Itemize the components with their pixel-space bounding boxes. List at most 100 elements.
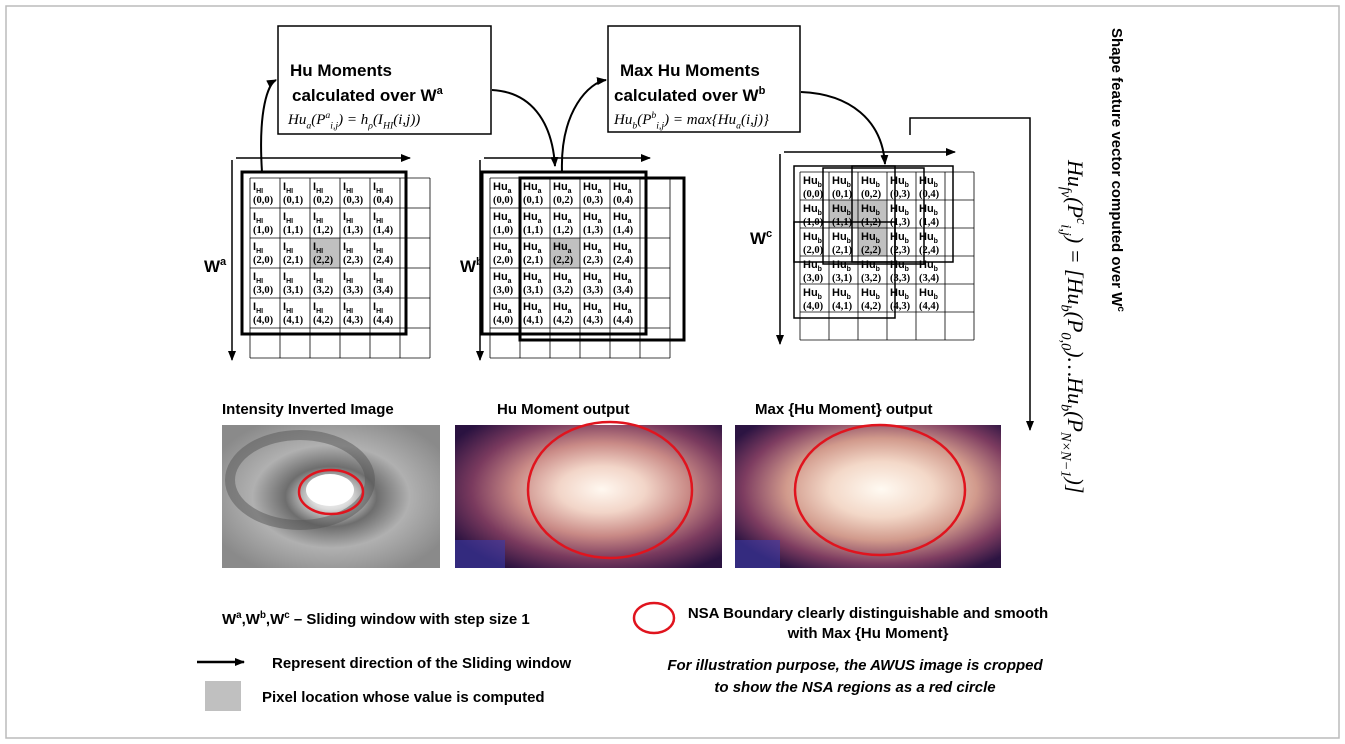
text-run: i,j bbox=[1057, 224, 1073, 236]
cell-coord: (1,4) bbox=[373, 225, 394, 236]
cell-label: Hub bbox=[890, 231, 909, 245]
cell-sub: b bbox=[847, 294, 851, 301]
cell-sub: b bbox=[876, 182, 880, 189]
cell-label: Hua bbox=[523, 271, 542, 285]
cell-main: Hu bbox=[832, 287, 847, 299]
cell-sub: HI bbox=[256, 188, 263, 195]
cell-coord: (1,1) bbox=[283, 225, 304, 236]
cell-coord: (3,2) bbox=[553, 285, 574, 296]
cell-coord: (0,4) bbox=[919, 189, 940, 200]
cell-main: Hu bbox=[553, 211, 568, 223]
image bbox=[735, 425, 1001, 568]
cell-coord: (1,2) bbox=[861, 217, 882, 228]
cell-main: Hu bbox=[583, 211, 598, 223]
cell-main: Hu bbox=[493, 211, 508, 223]
cell-coord: (3,1) bbox=[523, 285, 544, 296]
cell-coord: (2,0) bbox=[493, 255, 514, 266]
text-run: ) = [Hu bbox=[1063, 234, 1088, 305]
cell-label: Hua bbox=[553, 211, 572, 225]
cell-coord: (4,0) bbox=[493, 315, 514, 326]
legend-text: Wa,Wb,Wc – Sliding window with step size… bbox=[222, 610, 530, 628]
cell-coord: (4,3) bbox=[343, 315, 364, 326]
cell-sub: b bbox=[847, 266, 851, 273]
cell-main: Hu bbox=[553, 271, 568, 283]
cell-sub: a bbox=[598, 188, 602, 195]
cell-sub: HI bbox=[286, 218, 293, 225]
cell-label: Hua bbox=[523, 211, 542, 225]
cell-label: Hua bbox=[493, 181, 512, 195]
cell-label: Hua bbox=[613, 181, 632, 195]
cell-coord: (0,1) bbox=[832, 189, 853, 200]
text-run: c bbox=[1073, 218, 1089, 225]
cell-coord: (0,1) bbox=[283, 195, 304, 206]
cell-coord: (0,4) bbox=[613, 195, 634, 206]
cell-sub: HI bbox=[286, 188, 293, 195]
cell-main: Hu bbox=[919, 203, 934, 215]
cell-coord: (1,3) bbox=[343, 225, 364, 236]
text-run: fv bbox=[1057, 187, 1073, 198]
box-title: Max Hu Moments bbox=[620, 61, 760, 80]
text-run: (P bbox=[311, 112, 325, 128]
cell-main: Hu bbox=[553, 181, 568, 193]
text-run: W bbox=[460, 257, 477, 276]
cell-sub: b bbox=[905, 210, 909, 217]
image-label: Intensity Inverted Image bbox=[222, 401, 394, 418]
cell-label: IHI bbox=[283, 211, 293, 225]
cell-sub: b bbox=[818, 238, 822, 245]
cell-label: IHI bbox=[343, 271, 353, 285]
cell-label: Hua bbox=[583, 181, 602, 195]
cell-main: Hu bbox=[523, 181, 538, 193]
cell-coord: (0,3) bbox=[343, 195, 364, 206]
cell-main: Hu bbox=[919, 259, 934, 271]
cell-label: Hua bbox=[523, 181, 542, 195]
text-run: (P bbox=[1063, 197, 1088, 218]
image-label: Hu Moment output bbox=[497, 401, 629, 418]
cell-main: Hu bbox=[803, 287, 818, 299]
text-run: calculated over W bbox=[292, 86, 438, 105]
text-run: ,W bbox=[266, 611, 285, 628]
cell-main: Hu bbox=[832, 259, 847, 271]
box bbox=[278, 26, 491, 134]
cell-label: Hub bbox=[919, 259, 938, 273]
cell-label: IHI bbox=[313, 181, 323, 195]
cell-coord: (1,2) bbox=[553, 225, 574, 236]
cell-coord: (4,4) bbox=[373, 315, 394, 326]
cell-label: IHI bbox=[283, 181, 293, 195]
cell-coord: (2,4) bbox=[613, 255, 634, 266]
cell-sub: b bbox=[905, 182, 909, 189]
cell-sub: HI bbox=[346, 278, 353, 285]
text-run: ,W bbox=[242, 611, 261, 628]
text-run: Shape feature vector computed over W bbox=[1108, 28, 1125, 307]
cell-sub: a bbox=[598, 248, 602, 255]
cell-label: Hua bbox=[613, 211, 632, 225]
cell-sub: HI bbox=[346, 188, 353, 195]
cell-main: Hu bbox=[919, 175, 934, 187]
cell-main: Hu bbox=[890, 175, 905, 187]
cell-main: Hu bbox=[613, 241, 628, 253]
cell-coord: (3,0) bbox=[493, 285, 514, 296]
cell-label: Hua bbox=[493, 241, 512, 255]
cell-coord: (1,0) bbox=[493, 225, 514, 236]
cell-coord: (1,0) bbox=[803, 217, 824, 228]
cell-sub: a bbox=[628, 218, 632, 225]
cell-sub: b bbox=[818, 294, 822, 301]
cell-coord: (1,3) bbox=[890, 217, 911, 228]
text-run: 0,0 bbox=[1057, 332, 1073, 350]
cell-coord: (1,4) bbox=[919, 217, 940, 228]
image-label: Max {Hu Moment} output bbox=[755, 401, 933, 418]
cell-label: Hub bbox=[803, 231, 822, 245]
cell-coord: (2,3) bbox=[890, 245, 911, 256]
cell-sub: a bbox=[628, 188, 632, 195]
text-run: c bbox=[766, 228, 772, 240]
cell-coord: (2,2) bbox=[553, 255, 574, 266]
legend-swatch bbox=[205, 681, 241, 711]
box-subtitle: calculated over Wa bbox=[292, 85, 444, 105]
cell-label: Hua bbox=[553, 271, 572, 285]
note: to show the NSA regions as a red circle bbox=[714, 679, 995, 696]
cell-sub: b bbox=[876, 294, 880, 301]
cell-label: Hua bbox=[523, 301, 542, 315]
cell-label: IHI bbox=[283, 301, 293, 315]
cell-sub: a bbox=[508, 188, 512, 195]
cell-coord: (0,4) bbox=[373, 195, 394, 206]
cell-sub: a bbox=[628, 278, 632, 285]
